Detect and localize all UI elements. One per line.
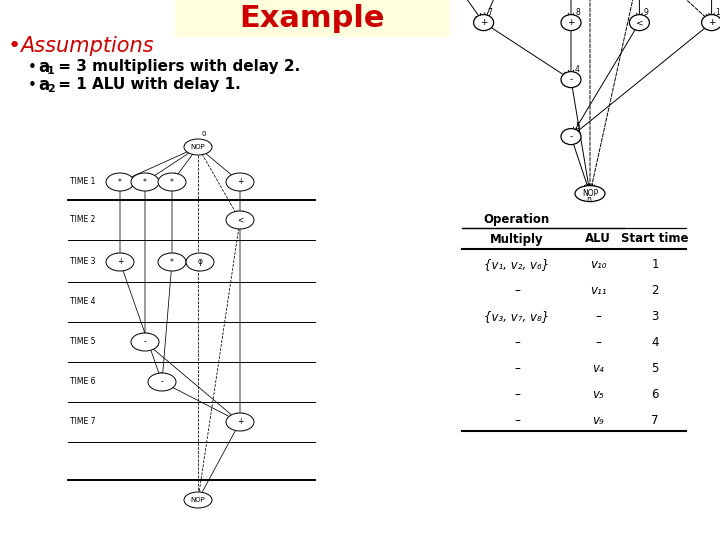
Text: = 1 ALU with delay 1.: = 1 ALU with delay 1. <box>53 78 240 92</box>
Text: +: + <box>480 18 487 27</box>
Text: *: * <box>118 178 122 186</box>
Text: {v₃, v₇, v₈}: {v₃, v₇, v₈} <box>485 310 549 323</box>
Text: 9: 9 <box>644 8 648 17</box>
Text: Operation: Operation <box>484 213 550 226</box>
Text: –: – <box>514 336 520 349</box>
Text: = 3 multipliers with delay 2.: = 3 multipliers with delay 2. <box>53 59 300 75</box>
Text: n: n <box>586 194 591 204</box>
Text: *: * <box>143 178 147 186</box>
Ellipse shape <box>106 253 134 271</box>
Text: -: - <box>143 338 146 347</box>
Text: <: < <box>636 18 643 27</box>
Ellipse shape <box>184 492 212 508</box>
Text: 5: 5 <box>575 122 580 131</box>
Ellipse shape <box>226 413 254 431</box>
Text: 5: 5 <box>652 362 659 375</box>
Text: Example: Example <box>240 4 385 33</box>
Text: 1: 1 <box>652 258 659 271</box>
Text: 2: 2 <box>652 284 659 297</box>
Text: 1: 1 <box>47 66 55 76</box>
Text: •: • <box>8 36 22 56</box>
Text: 4: 4 <box>575 65 580 73</box>
Text: Multiply: Multiply <box>490 233 544 246</box>
Text: φ: φ <box>197 258 202 267</box>
Text: v₁₀: v₁₀ <box>590 258 606 271</box>
Text: +: + <box>708 18 716 27</box>
Text: v₄: v₄ <box>592 362 604 375</box>
Text: –: – <box>514 362 520 375</box>
Text: -: - <box>570 75 572 84</box>
Ellipse shape <box>184 139 212 155</box>
Text: 0: 0 <box>201 131 205 137</box>
Text: –: – <box>514 284 520 297</box>
Text: v₉: v₉ <box>592 414 604 427</box>
Text: 2: 2 <box>47 84 55 94</box>
Ellipse shape <box>629 15 649 31</box>
Text: •: • <box>28 59 37 75</box>
Text: TIME 6: TIME 6 <box>70 377 96 387</box>
Ellipse shape <box>106 173 134 191</box>
Ellipse shape <box>186 253 214 271</box>
Text: TIME 7: TIME 7 <box>70 417 96 427</box>
Ellipse shape <box>575 186 605 201</box>
Ellipse shape <box>226 211 254 229</box>
Text: TIME 2: TIME 2 <box>70 215 95 225</box>
Text: 8: 8 <box>575 8 580 17</box>
Text: +: + <box>117 258 123 267</box>
Text: TIME 4: TIME 4 <box>70 298 96 307</box>
Text: {v₁, v₂, v₆}: {v₁, v₂, v₆} <box>485 258 549 271</box>
Text: Assumptions: Assumptions <box>20 36 153 56</box>
Ellipse shape <box>474 15 494 31</box>
Text: NOP: NOP <box>191 144 205 150</box>
Text: 4: 4 <box>652 336 659 349</box>
Text: Start time: Start time <box>621 233 689 246</box>
Text: *: * <box>170 258 174 267</box>
Text: v₅: v₅ <box>592 388 604 401</box>
Text: 11: 11 <box>716 8 720 17</box>
Text: –: – <box>514 414 520 427</box>
Ellipse shape <box>148 373 176 391</box>
Text: –: – <box>595 310 601 323</box>
Text: +: + <box>237 417 243 427</box>
Text: a: a <box>38 76 49 94</box>
Text: •: • <box>28 78 37 92</box>
Text: -: - <box>161 377 163 387</box>
Text: a: a <box>38 58 49 76</box>
Text: –: – <box>595 336 601 349</box>
Text: NOP: NOP <box>191 497 205 503</box>
Text: 3: 3 <box>652 310 659 323</box>
Text: *: * <box>170 178 174 186</box>
Ellipse shape <box>158 173 186 191</box>
Text: 7: 7 <box>487 8 492 17</box>
Ellipse shape <box>158 253 186 271</box>
Text: TIME 3: TIME 3 <box>70 258 96 267</box>
Text: NOP: NOP <box>582 189 598 198</box>
Text: 6: 6 <box>652 388 659 401</box>
Ellipse shape <box>226 173 254 191</box>
Ellipse shape <box>131 173 159 191</box>
Ellipse shape <box>701 15 720 31</box>
Text: ALU: ALU <box>585 233 611 246</box>
Ellipse shape <box>561 15 581 31</box>
Text: TIME 1: TIME 1 <box>70 178 95 186</box>
FancyBboxPatch shape <box>175 0 450 37</box>
Text: -: - <box>570 132 572 141</box>
Text: –: – <box>514 388 520 401</box>
Text: TIME 5: TIME 5 <box>70 338 96 347</box>
Ellipse shape <box>561 129 581 145</box>
Text: <: < <box>237 215 243 225</box>
Text: v₁₁: v₁₁ <box>590 284 606 297</box>
Text: 7: 7 <box>652 414 659 427</box>
Ellipse shape <box>561 72 581 87</box>
Ellipse shape <box>131 333 159 351</box>
Text: +: + <box>237 178 243 186</box>
Text: +: + <box>567 18 575 27</box>
